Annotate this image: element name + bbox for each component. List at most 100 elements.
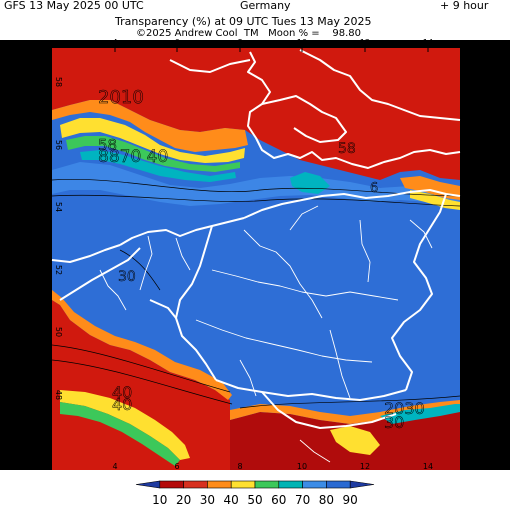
border-alps — [261, 391, 397, 429]
colorbar-segment — [278, 480, 303, 489]
state-border — [299, 439, 331, 463]
colorbar-label: 20 — [175, 493, 192, 507]
colorbar-label: 50 — [247, 493, 263, 507]
contour-label: 40 — [112, 383, 132, 402]
state-border — [139, 235, 153, 291]
latitude-labels-left: 58 56 54 52 50 48 — [54, 77, 63, 400]
latitude-label: 52 — [54, 265, 63, 275]
west-cloud-region — [52, 300, 230, 470]
border-germany-south — [215, 379, 407, 401]
colorbar-segment — [159, 480, 184, 489]
border-luxembourg — [149, 299, 177, 319]
colorbar-segment — [349, 480, 375, 489]
coastline-belgium-france — [59, 247, 141, 301]
contour-lines — [51, 179, 461, 409]
contour-label: 58 — [338, 141, 356, 157]
coastline-danish-islands — [261, 95, 347, 143]
longitude-label: 8 — [237, 462, 242, 471]
credit-line: ©2025 Andrew Cool TM Moon % = 98.80 — [136, 28, 361, 39]
latitude-label: 58 — [465, 77, 474, 87]
longitude-label: 4 — [112, 462, 117, 471]
region-label: Germany — [240, 0, 291, 12]
contour-line — [239, 395, 461, 409]
contour-line — [51, 344, 231, 393]
state-border — [329, 329, 351, 399]
latitude-label: 50 — [54, 327, 63, 337]
longitude-label: 10 — [297, 38, 307, 47]
state-border — [289, 205, 319, 231]
coastlines-and-borders — [51, 49, 461, 429]
south-west-transition-green — [60, 402, 180, 466]
contour-line — [119, 249, 161, 291]
state-borders — [99, 205, 433, 463]
contour-label: 6 — [370, 181, 378, 196]
north-cloud-region — [52, 48, 460, 180]
north-transition-orange — [52, 100, 248, 152]
colorbar-label: 60 — [271, 493, 287, 507]
longitude-label: 10 — [297, 462, 307, 471]
latitude-label: 58 — [54, 77, 63, 87]
colorbar-label: 40 — [223, 493, 239, 507]
coastline-england — [51, 244, 121, 263]
model-run-label: GFS 13 May 2025 00 UTC — [4, 0, 144, 12]
north-transition-light-blue — [52, 162, 460, 206]
contour-label: 40 — [112, 395, 132, 414]
latitude-label: 48 — [54, 390, 63, 400]
map-title: Transparency (%) at 09 UTC Tues 13 May 2… — [115, 15, 372, 28]
state-border — [409, 219, 433, 249]
colorbar-segment — [230, 480, 256, 489]
forecast-hour-label: + 9 hour — [440, 0, 489, 12]
contour-label: 8870 40 — [98, 147, 168, 167]
colorbar-segment — [183, 480, 208, 489]
contour-label: 30 — [384, 413, 404, 432]
state-border — [211, 269, 399, 301]
longitude-label: 6 — [174, 462, 179, 471]
coastline-netherlands — [119, 217, 245, 246]
colorbar-label: 70 — [294, 493, 311, 507]
colorbar-segment — [254, 480, 280, 489]
longitude-label: 4 — [112, 38, 117, 47]
longitude-label: 8 — [237, 38, 242, 47]
north-transition-green — [66, 136, 240, 172]
colorbar-segment — [135, 480, 161, 489]
north-transition-yellow — [60, 118, 245, 163]
south-transition-cyan — [380, 404, 460, 424]
longitude-labels-bottom: 4 6 8 10 12 14 — [112, 462, 433, 471]
colorbar-segment — [207, 480, 232, 489]
contour-label: 2030 — [384, 399, 425, 418]
colorbar-segment — [302, 480, 327, 489]
latitude-label: 54 — [54, 202, 63, 212]
latitude-label: 56 — [54, 140, 63, 150]
longitude-label: 12 — [360, 462, 370, 471]
south-west-transition-yellow — [60, 390, 190, 460]
south-transition-orange — [230, 400, 460, 424]
border-germany-east — [391, 193, 447, 391]
state-border — [239, 359, 257, 397]
colorbar-label: 90 — [342, 493, 358, 507]
longitude-label: 6 — [174, 38, 179, 47]
contour-line — [51, 179, 461, 197]
colorbar-label: 30 — [199, 493, 216, 507]
colorbar-segment — [326, 480, 351, 489]
axis-ticks — [114, 48, 429, 52]
state-border — [195, 319, 373, 363]
latitude-label: 50 — [465, 327, 474, 337]
state-border — [175, 237, 191, 271]
state-border — [359, 219, 371, 283]
coastline-sweden — [299, 49, 461, 121]
south-transition-yellow — [330, 426, 380, 455]
state-border — [243, 229, 323, 319]
longitude-labels-top: 4 6 8 10 12 14 — [112, 38, 433, 47]
latitude-label: 48 — [465, 390, 474, 400]
latitude-label: 54 — [465, 202, 474, 212]
latitude-label: 52 — [465, 265, 474, 275]
colorbar — [135, 480, 375, 489]
coastline-denmark-baltic — [247, 51, 461, 169]
state-border — [99, 269, 127, 311]
contour-label: 2010 — [98, 87, 144, 108]
longitude-label: 14 — [423, 462, 433, 471]
contour-line — [51, 194, 461, 207]
latitude-labels-right: 58 56 54 52 50 48 — [465, 77, 474, 400]
